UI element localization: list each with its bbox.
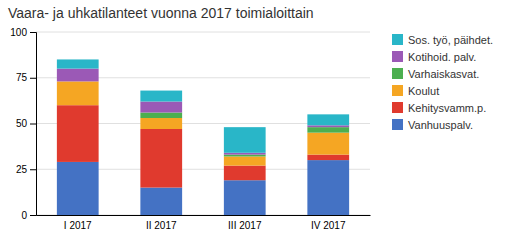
legend-item: Kotihoid. palv. (392, 51, 476, 63)
y-tick-mark (30, 78, 36, 79)
bar-segment (140, 188, 182, 215)
x-tick-label: II 2017 (146, 220, 177, 231)
title: Vaara- ja uhkatilanteet vuonna 2017 toim… (8, 5, 314, 21)
legend-swatch (392, 119, 403, 130)
legend-item: Koulut (392, 85, 439, 97)
bar-segment (140, 129, 182, 188)
y-tick-label: 100 (10, 27, 27, 38)
legend-item: Kehitysvamm.p. (392, 102, 486, 114)
bar-series (140, 113, 349, 157)
bar-series (57, 160, 349, 215)
bar-segment (57, 105, 99, 162)
bar-segment (307, 160, 349, 215)
grid-line (36, 32, 370, 33)
y-tick-mark (30, 32, 36, 33)
legend-item: Sos. työ, päihdet. (392, 34, 493, 46)
y-tick: 75 (16, 72, 36, 83)
y-tick: 25 (16, 164, 36, 175)
legend-label: Kehitysvamm.p. (408, 102, 486, 114)
y-tick-label: 0 (21, 210, 27, 221)
x-tick: I 2017 (64, 220, 92, 231)
bar-series (57, 59, 349, 152)
bar-segment (307, 114, 349, 125)
bar-segment (224, 166, 266, 181)
legend-item: Varhaiskasvat. (392, 68, 479, 80)
legend-swatch (392, 51, 403, 62)
bar-segment (224, 127, 266, 153)
bar-segment (224, 180, 266, 215)
y-axis: 0 25 50 75 100 (10, 27, 36, 221)
bar-segment (224, 153, 266, 155)
y-tick-mark (30, 124, 36, 125)
bar-series (57, 105, 349, 187)
bar-segment (57, 59, 99, 68)
bar-segment (140, 91, 182, 102)
legend-item: Vanhuuspalv. (392, 119, 473, 131)
y-tick: 50 (16, 118, 36, 129)
x-axis-line (37, 215, 371, 216)
x-tick: IV 2017 (311, 220, 346, 231)
x-tick: II 2017 (146, 220, 177, 231)
plot: I 2017 II 2017 III 2017 IV 2017 0 25 50 75 100 (10, 27, 370, 231)
x-tick-label: IV 2017 (311, 220, 346, 231)
bar-segment (57, 69, 99, 82)
bar-segment (57, 81, 99, 105)
bar-segment (307, 133, 349, 155)
y-tick: 100 (10, 27, 36, 38)
grid (36, 32, 370, 215)
legend-label: Kotihoid. palv. (408, 51, 476, 63)
bar-series (57, 81, 349, 165)
bar-segment (140, 118, 182, 129)
bar-segment (140, 102, 182, 113)
legend: Sos. työ, päihdet. Kotihoid. palv. Varhais… (392, 34, 493, 131)
y-tick-label: 25 (16, 164, 28, 175)
bar-segment (57, 162, 99, 215)
bar-segment (224, 155, 266, 157)
y-tick-mark (30, 169, 36, 170)
legend-label: Varhaiskasvat. (408, 68, 479, 80)
x-axis: I 2017 II 2017 III 2017 IV 2017 (37, 216, 371, 232)
legend-label: Koulut (408, 85, 439, 97)
legend-swatch (392, 102, 403, 113)
x-tick: III 2017 (228, 220, 262, 231)
bar-segment (307, 155, 349, 160)
bars (57, 59, 349, 215)
legend-swatch (392, 68, 403, 79)
y-tick-label: 75 (16, 72, 28, 83)
y-axis-line (30, 33, 37, 216)
legend-label: Vanhuuspalv. (408, 119, 473, 131)
y-tick-label: 50 (16, 118, 28, 129)
legend-swatch (392, 85, 403, 96)
x-tick-label: I 2017 (64, 220, 92, 231)
bar-segment (307, 125, 349, 127)
legend-label: Sos. työ, päihdet. (408, 34, 493, 46)
bar-segment (140, 113, 182, 118)
x-tick-label: III 2017 (228, 220, 262, 231)
y-tick: 0 (21, 210, 36, 221)
legend-swatch (392, 34, 403, 45)
bar-segment (307, 127, 349, 132)
bar-segment (224, 156, 266, 165)
bar-series (57, 69, 349, 155)
chart: Vaara- ja uhkatilanteet vuonna 2017 toim… (0, 0, 505, 239)
y-tick-mark (30, 215, 36, 216)
